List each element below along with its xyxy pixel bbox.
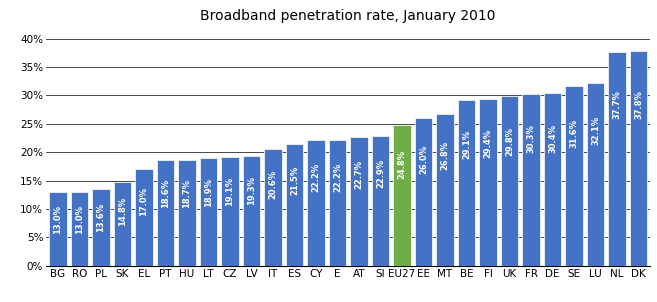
Bar bbox=[178, 159, 196, 266]
Text: 14.8%: 14.8% bbox=[118, 197, 127, 226]
Text: 32.1%: 32.1% bbox=[591, 116, 600, 145]
Text: 22.2%: 22.2% bbox=[311, 162, 321, 191]
Text: 18.9%: 18.9% bbox=[204, 178, 213, 207]
Text: 19.3%: 19.3% bbox=[247, 176, 256, 205]
Bar bbox=[436, 114, 454, 266]
Text: 29.4%: 29.4% bbox=[484, 129, 493, 158]
Text: 17.0%: 17.0% bbox=[139, 187, 148, 216]
Bar bbox=[544, 93, 561, 266]
Text: 31.6%: 31.6% bbox=[570, 119, 579, 148]
Bar bbox=[630, 51, 647, 266]
Bar bbox=[200, 158, 217, 266]
Bar bbox=[458, 101, 475, 266]
Bar bbox=[608, 52, 626, 266]
Text: 29.1%: 29.1% bbox=[462, 130, 471, 159]
Bar bbox=[156, 160, 174, 266]
Text: 22.7%: 22.7% bbox=[355, 160, 363, 189]
Text: 19.1%: 19.1% bbox=[225, 177, 235, 206]
Bar bbox=[479, 99, 497, 266]
Text: 13.0%: 13.0% bbox=[75, 205, 84, 234]
Text: 37.8%: 37.8% bbox=[634, 90, 643, 119]
Bar bbox=[221, 157, 238, 266]
Bar bbox=[286, 144, 304, 266]
Bar bbox=[522, 94, 540, 266]
Text: 30.4%: 30.4% bbox=[548, 124, 557, 153]
Text: 37.7%: 37.7% bbox=[612, 90, 622, 119]
Bar bbox=[242, 156, 260, 266]
Text: 24.8%: 24.8% bbox=[397, 150, 407, 179]
Bar bbox=[307, 140, 325, 266]
Bar bbox=[501, 96, 518, 266]
Bar bbox=[264, 149, 282, 266]
Text: 26.8%: 26.8% bbox=[440, 141, 449, 170]
Bar bbox=[92, 188, 110, 266]
Title: Broadband penetration rate, January 2010: Broadband penetration rate, January 2010 bbox=[200, 9, 496, 23]
Bar bbox=[350, 137, 368, 266]
Text: 21.5%: 21.5% bbox=[290, 165, 299, 195]
Text: 13.0%: 13.0% bbox=[53, 205, 62, 234]
Bar bbox=[415, 118, 432, 266]
Bar bbox=[393, 125, 411, 266]
Bar bbox=[372, 136, 390, 266]
Text: 30.3%: 30.3% bbox=[526, 125, 535, 153]
Text: 22.2%: 22.2% bbox=[333, 162, 342, 191]
Bar bbox=[70, 192, 88, 266]
Text: 29.8%: 29.8% bbox=[505, 127, 514, 156]
Bar bbox=[587, 83, 604, 266]
Text: 13.6%: 13.6% bbox=[97, 202, 105, 232]
Text: 22.9%: 22.9% bbox=[376, 159, 385, 188]
Bar bbox=[565, 86, 583, 266]
Bar bbox=[49, 192, 66, 266]
Text: 18.6%: 18.6% bbox=[161, 179, 170, 208]
Bar bbox=[328, 140, 346, 266]
Text: 26.0%: 26.0% bbox=[419, 145, 428, 174]
Text: 20.6%: 20.6% bbox=[269, 170, 277, 199]
Text: 18.7%: 18.7% bbox=[183, 179, 191, 208]
Bar bbox=[135, 169, 152, 266]
Bar bbox=[114, 182, 131, 266]
